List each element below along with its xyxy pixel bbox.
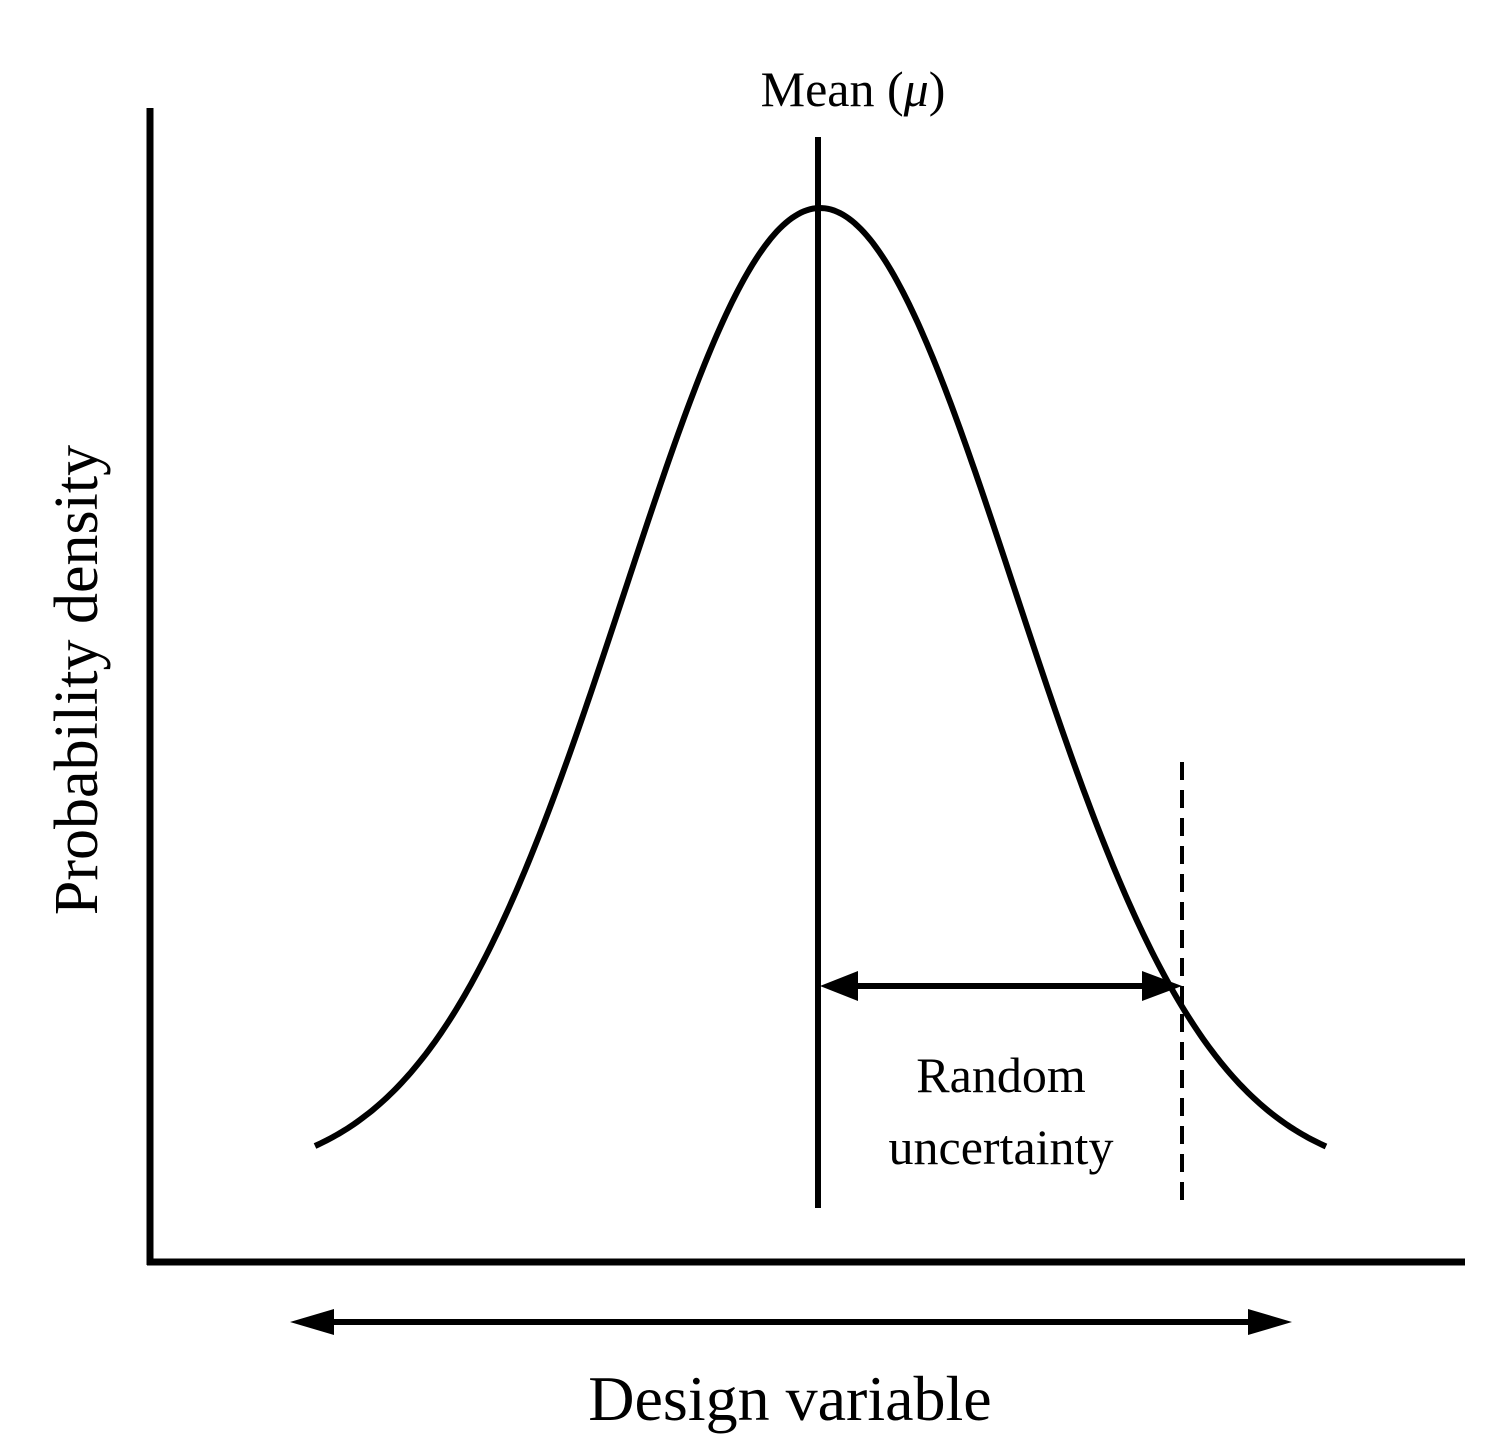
arrowhead-left-icon [820, 971, 858, 1001]
arrowhead-left-icon [290, 1309, 334, 1335]
y-axis-label: Probability density [43, 445, 111, 915]
mean-label: Mean (μ) [761, 61, 946, 117]
x-axis-label: Design variable [588, 1363, 991, 1434]
random-uncertainty-label-line2: uncertainty [889, 1119, 1114, 1175]
design-variable-double-arrow [290, 1309, 1292, 1335]
uncertainty-double-arrow [820, 971, 1182, 1001]
arrowhead-right-icon [1142, 971, 1182, 1001]
random-uncertainty-label: Random [916, 1047, 1086, 1103]
arrowhead-right-icon [1248, 1309, 1292, 1335]
